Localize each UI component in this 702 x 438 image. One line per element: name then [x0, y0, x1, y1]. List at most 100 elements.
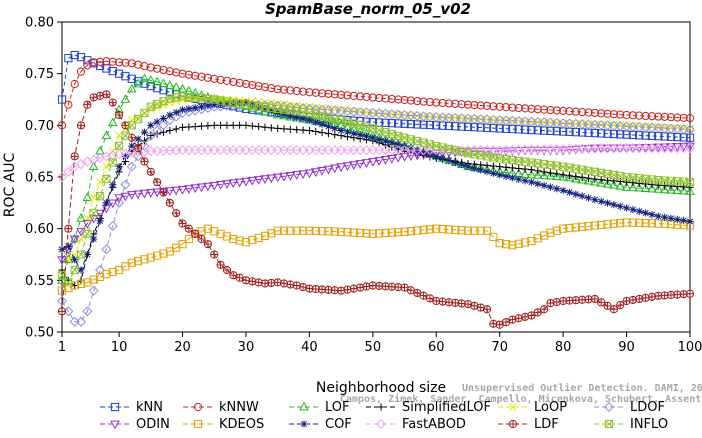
data-point-asterisk: [661, 213, 669, 221]
data-point-circle-plus-cross: [616, 301, 624, 309]
data-point-square: [444, 225, 454, 234]
data-point-diamond: [355, 107, 366, 118]
data-point-circle: [273, 85, 282, 94]
data-point-square: [400, 227, 409, 236]
data-point-square: [381, 228, 390, 238]
data-point-circle: [241, 79, 251, 89]
data-point-circle: [520, 104, 530, 113]
data-point-triangle-down: [380, 156, 391, 165]
data-point-triangle-down: [120, 192, 131, 202]
data-point-circle: [641, 111, 650, 121]
data-point-circle: [381, 94, 390, 103]
data-point-circle: [108, 57, 117, 66]
data-point-circle-plus-cross: [400, 283, 409, 292]
data-point-square: [64, 54, 73, 63]
data-point-square: [311, 226, 320, 236]
data-point-circle: [666, 113, 676, 122]
chart-title: SpamBase_norm_05_v02: [265, 0, 471, 18]
data-point-plus: [521, 165, 529, 173]
data-point-circle: [254, 81, 263, 91]
data-point-circle: [317, 89, 327, 98]
data-point-square-x: [425, 140, 435, 149]
legend-label: LDF: [534, 417, 559, 432]
data-point-circle-plus-cross: [496, 321, 504, 329]
data-point-triangle-down: [577, 145, 587, 155]
data-point-diamond: [63, 166, 74, 177]
data-point-diamond: [608, 120, 619, 131]
data-point-plus: [635, 179, 643, 188]
data-point-diamond: [152, 125, 163, 136]
data-point-diamond: [558, 118, 569, 129]
data-point-square: [159, 249, 168, 258]
data-point-square-x: [451, 146, 460, 155]
data-point-square-x: [337, 116, 346, 125]
data-point-square-x: [349, 119, 358, 128]
data-point-circle: [165, 67, 174, 76]
data-point-circle-plus-cross: [140, 157, 149, 166]
data-point-circle: [685, 114, 695, 123]
data-point-triangle-down: [399, 152, 410, 162]
data-point-circle: [635, 111, 644, 120]
data-point-circle-plus-cross: [204, 240, 212, 248]
data-point-circle-plus-cross: [470, 302, 478, 310]
series-line: [61, 104, 691, 323]
data-point-triangle-down: [298, 170, 308, 180]
data-point-plus: [280, 125, 288, 133]
data-point-triangle-up: [184, 85, 194, 95]
x-tick-label: 1: [58, 340, 66, 355]
data-point-square-x: [317, 111, 327, 120]
data-point-triangle-down: [355, 160, 365, 169]
data-point-triangle-up: [653, 184, 664, 193]
data-point-square: [248, 235, 257, 245]
data-point-triangle-down: [374, 157, 384, 166]
y-tick-label: 0.65: [25, 171, 54, 186]
data-point-square: [108, 267, 117, 277]
data-point-diamond: [418, 111, 429, 122]
data-point-square-x: [660, 176, 669, 185]
data-point-square-x: [609, 170, 618, 180]
data-point-circle: [387, 94, 396, 104]
data-point-square-x: [641, 174, 650, 183]
data-point-diamond: [133, 151, 144, 162]
data-point-triangle-up: [126, 83, 137, 93]
data-point-asterisk: [603, 199, 612, 207]
data-point-diamond: [469, 113, 480, 124]
data-point-square-x-cross: [605, 420, 613, 428]
data-point-asterisk: [350, 129, 358, 137]
data-point-plus: [324, 130, 333, 138]
data-point-plus: [483, 161, 491, 170]
data-point-square-x: [622, 172, 631, 182]
data-point-asterisk: [242, 99, 250, 107]
data-point-square: [546, 228, 555, 237]
legend-label: kNNW: [219, 400, 259, 415]
data-point-square: [482, 226, 492, 235]
data-point-square-x: [267, 103, 276, 113]
data-point-square-x: [191, 93, 200, 102]
data-point-asterisk: [305, 116, 313, 124]
data-point-square: [254, 233, 263, 243]
data-point-circle: [578, 108, 587, 117]
data-point-square: [533, 234, 542, 243]
data-point-square: [622, 218, 631, 227]
data-point-square-x: [108, 158, 117, 167]
data-point-circle-plus-cross: [236, 274, 244, 282]
x-tick-label: 40: [301, 340, 318, 355]
data-point-circle: [235, 78, 244, 88]
y-tick-label: 0.70: [25, 119, 54, 134]
data-point-diamond: [646, 122, 657, 133]
series-inflo: [57, 92, 695, 287]
data-point-asterisk: [337, 126, 345, 135]
data-point-square-x: [584, 166, 593, 175]
data-point-circle: [597, 109, 606, 118]
data-point-plus: [578, 173, 586, 182]
series-cof: [58, 99, 694, 274]
data-point-asterisk: [274, 109, 282, 117]
data-point-asterisk: [248, 101, 256, 109]
data-point-asterisk: [147, 121, 155, 129]
data-point-circle: [584, 108, 593, 117]
data-point-square: [609, 219, 618, 228]
data-point-triangle-down: [165, 187, 175, 196]
data-point-asterisk: [553, 185, 561, 193]
data-point-plus: [629, 179, 637, 187]
data-point-square: [438, 224, 447, 234]
